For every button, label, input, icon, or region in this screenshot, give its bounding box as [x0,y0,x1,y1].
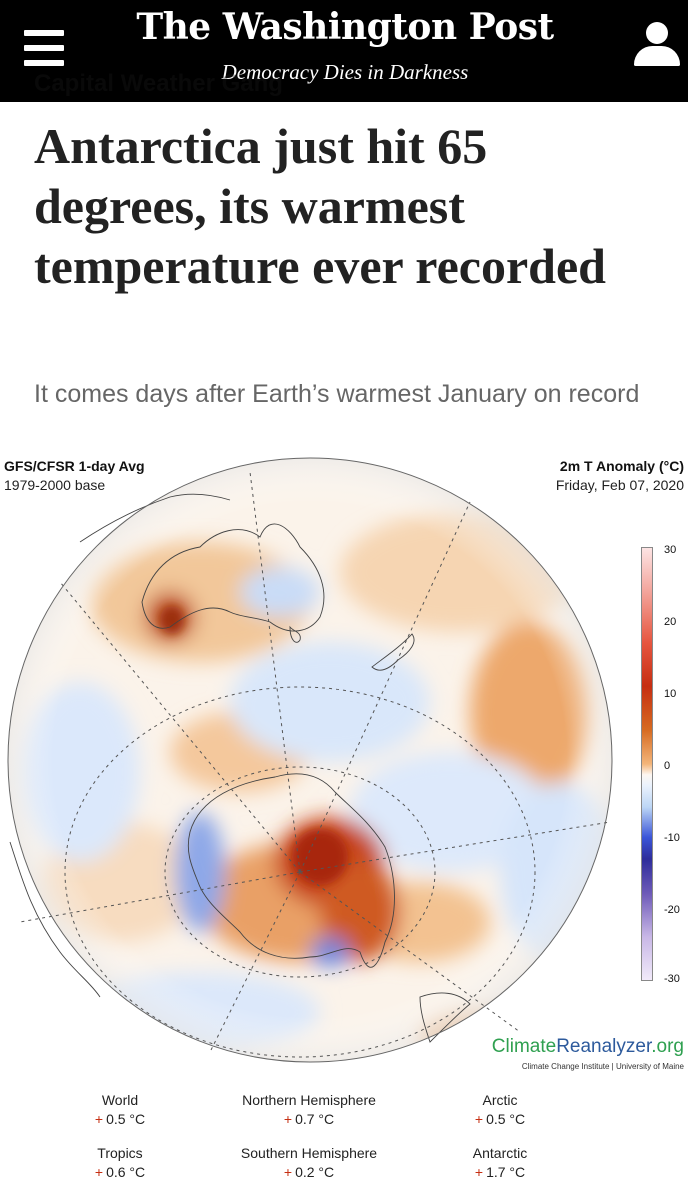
stat-label: Antarctic [472,1145,528,1161]
stat-value-row: +0.5 °C [20,1111,220,1127]
stat-value-row: +1.7 °C [400,1164,600,1180]
anomaly-map-figure: GFS/CFSR 1-day Avg 1979-2000 base 2m T A… [0,452,688,1200]
tagline: Democracy Dies in Darkness [221,60,469,84]
section-kicker[interactable]: Capital Weather Gang [34,70,283,97]
figure-variable-title: 2m T Anomaly (°C) [559,458,684,474]
plus-sign: + [474,1111,484,1127]
globe-outline [7,457,613,1063]
stat-arctic: Arctic +0.5 °C [400,1092,600,1127]
colorbar-tick: -30 [664,973,680,985]
stat-label: Southern Hemisphere [240,1145,378,1161]
plus-sign: + [474,1164,484,1180]
colorbar-tick: 30 [664,544,677,556]
graticule [19,471,611,1058]
brand-subtitle: Climate Change Institute | University of… [521,1062,684,1071]
climate-reanalyzer-logo[interactable]: ClimateReanalyzer.org [492,1036,684,1058]
masthead-logo[interactable]: The Washington Post [136,6,554,48]
stat-value: 1.7 °C [486,1164,526,1180]
stat-northern-hemisphere: Northern Hemisphere +0.7 °C [209,1092,409,1127]
plus-sign: + [283,1111,293,1127]
plus-sign: + [94,1111,104,1127]
stat-value: 0.2 °C [295,1164,335,1180]
stat-tropics: Tropics +0.6 °C [20,1145,220,1180]
plus-sign: + [283,1164,293,1180]
stat-value-row: +0.2 °C [209,1164,409,1180]
colorbar-tick: -10 [664,832,680,844]
site-header: The Washington Post Democracy Dies in Da… [0,0,688,102]
brand-reanalyzer: Reanalyzer [556,1036,652,1057]
stat-value-row: +0.7 °C [209,1111,409,1127]
article-headline: Antarctica just hit 65 degrees, its warm… [34,118,606,294]
brand-climate: Climate [491,1036,557,1057]
stat-value: 0.5 °C [106,1111,146,1127]
stat-value-row: +0.5 °C [400,1111,600,1127]
stat-label: Arctic [482,1092,518,1108]
stat-label: World [101,1092,139,1108]
plus-sign: + [94,1164,104,1180]
stat-value: 0.7 °C [295,1111,335,1127]
stat-value: 0.6 °C [106,1164,146,1180]
colorbar-tick: 0 [664,760,671,772]
colorbar-tick: -20 [664,904,680,916]
stat-world: World +0.5 °C [20,1092,220,1127]
hamburger-menu-icon[interactable] [24,30,64,66]
stat-southern-hemisphere: Southern Hemisphere +0.2 °C [209,1145,409,1180]
stat-label: Tropics [97,1145,143,1161]
stat-value: 0.5 °C [486,1111,526,1127]
colorbar-tick: 20 [664,616,677,628]
brand-org: .org [651,1036,684,1057]
stat-label: Northern Hemisphere [242,1092,376,1108]
stat-antarctic: Antarctic +1.7 °C [400,1145,600,1180]
figure-model-title: GFS/CFSR 1-day Avg [4,458,145,474]
globe-map [7,457,613,1063]
article-subhead: It comes days after Earth’s warmest Janu… [34,380,640,408]
coastlines [9,493,471,1043]
figure-date: Friday, Feb 07, 2020 [555,477,684,493]
figure-base-period: 1979-2000 base [4,477,106,493]
user-account-icon[interactable] [632,22,680,66]
colorbar-tick: 10 [664,688,677,700]
globe-fill [8,458,612,1062]
colorbar [641,547,653,981]
stat-value-row: +0.6 °C [20,1164,220,1180]
